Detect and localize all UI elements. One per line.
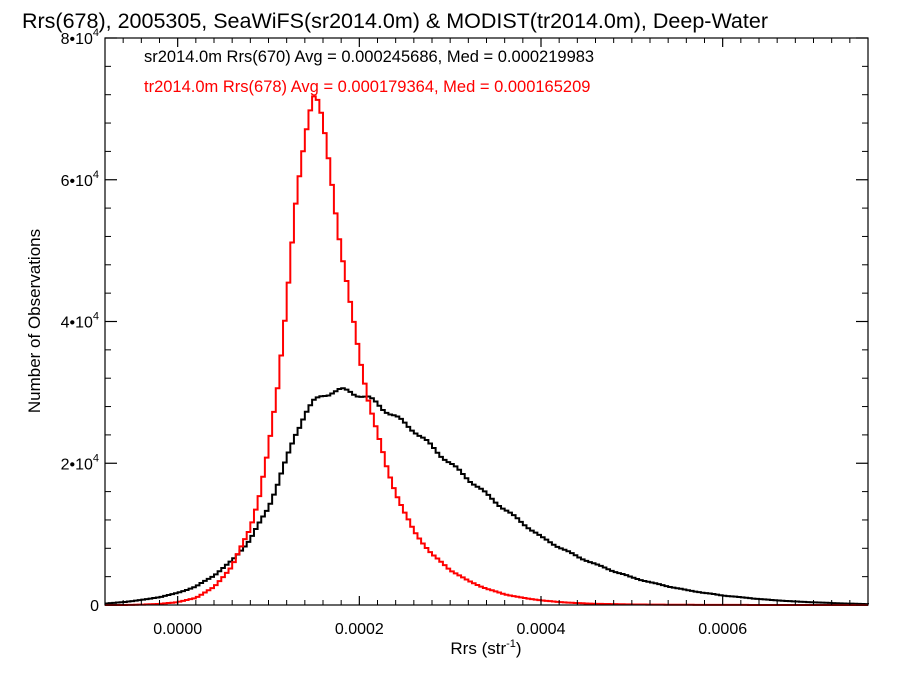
legend: sr2014.0m Rrs(670) Avg = 0.000245686, Me… bbox=[144, 48, 594, 96]
series-layer bbox=[105, 95, 869, 606]
plot-frame bbox=[104, 37, 869, 606]
x-axis: 0.0000 0.0002 0.0004 0.0006 bbox=[104, 38, 869, 638]
legend-entry-sr2014: sr2014.0m Rrs(670) Avg = 0.000245686, Me… bbox=[144, 48, 594, 66]
x-tick-label: 0.0006 bbox=[698, 621, 747, 638]
y-tick-label: 0 bbox=[90, 598, 99, 615]
y-tick-label: 8•104 bbox=[61, 27, 99, 48]
x-tick-label: 0.0004 bbox=[517, 621, 566, 638]
x-tick-label: 0.0002 bbox=[335, 621, 384, 638]
y-tick-label: 4•104 bbox=[61, 311, 99, 332]
legend-entry-tr2014: tr2014.0m Rrs(678) Avg = 0.000179364, Me… bbox=[144, 78, 590, 96]
chart-title: Rrs(678), 2005305, SeaWiFS(sr2014.0m) & … bbox=[22, 9, 768, 33]
y-axis: 0 2•104 4•104 6•104 8•104 bbox=[61, 27, 868, 615]
series-line-sr2014 bbox=[105, 387, 869, 606]
y-tick-label: 6•104 bbox=[61, 169, 99, 190]
y-tick-label: 2•104 bbox=[61, 452, 99, 473]
y-axis-title: Number of Observations bbox=[25, 229, 44, 413]
x-tick-label: 0.0000 bbox=[153, 621, 202, 638]
x-axis-title: Rrs (str-1) bbox=[450, 638, 521, 658]
series-line-tr2014 bbox=[105, 95, 868, 606]
